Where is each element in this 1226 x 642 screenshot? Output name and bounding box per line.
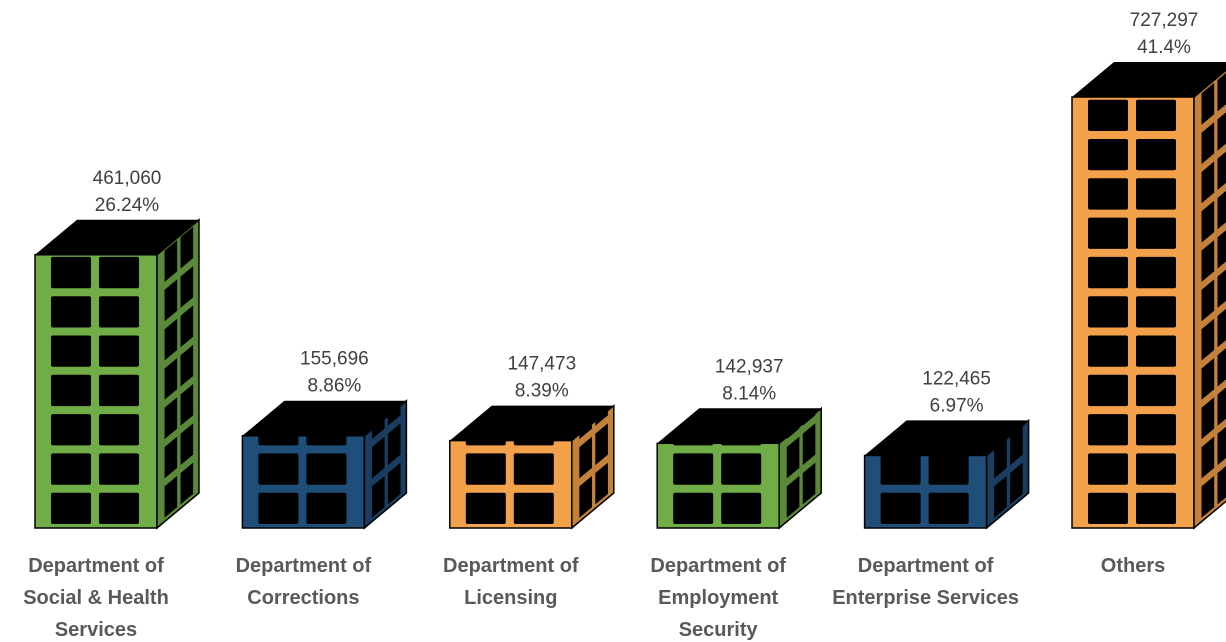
window [51,414,91,445]
window [1136,218,1176,249]
window [929,493,969,524]
bar [865,420,1029,528]
bar [450,406,614,528]
window [1088,139,1128,170]
value-label: 122,465 [922,368,991,389]
window [51,453,91,484]
value-label: 147,473 [507,354,576,375]
category-label: Others [1038,550,1226,582]
window [721,493,761,524]
window [1136,178,1176,209]
share-label: 6.97% [930,395,984,416]
window [1136,453,1176,484]
window [1136,375,1176,406]
window [1136,493,1176,524]
window [51,296,91,327]
window [51,257,91,288]
window [466,493,506,524]
window [673,453,713,484]
window [1136,139,1176,170]
window [51,375,91,406]
window [306,453,346,484]
window [51,493,91,524]
share-label: 41.4% [1137,37,1191,58]
window [99,336,139,367]
window [1088,296,1128,327]
window [1136,414,1176,445]
share-label: 26.24% [95,195,160,216]
window [673,493,713,524]
window [466,453,506,484]
window [1136,296,1176,327]
window [1088,375,1128,406]
window [99,453,139,484]
window [99,493,139,524]
window [99,257,139,288]
window [1136,100,1176,131]
window [99,296,139,327]
window [1088,414,1128,445]
window [1088,100,1128,131]
window [1088,257,1128,288]
window [1088,178,1128,209]
window [258,493,298,524]
window [929,453,969,484]
window [514,493,554,524]
window [881,493,921,524]
value-label: 461,060 [93,168,162,189]
value-label: 155,696 [300,349,369,370]
window [1136,257,1176,288]
window [1136,336,1176,367]
share-label: 8.39% [515,381,569,402]
bar [657,408,821,528]
window [99,375,139,406]
window [881,453,921,484]
chart: 461,060 26.24% 155,696 8.86% 147,473 8.39% 142… [0,0,1226,642]
window [721,453,761,484]
bar [1072,62,1226,528]
share-label: 8.14% [722,383,776,404]
value-label: 142,937 [715,356,784,377]
bar [242,401,406,528]
category-label: Department of Social & Health Services [1,550,191,642]
value-label: 727,297 [1130,10,1199,31]
category-label: Department of Employment Security [623,550,813,642]
category-label: Department of Licensing [416,550,606,614]
category-label: Department of Enterprise Services [831,550,1021,614]
window [99,414,139,445]
window [51,336,91,367]
bar [35,220,199,528]
window [514,453,554,484]
window [1088,493,1128,524]
share-label: 8.86% [307,376,361,397]
plot: 461,060 26.24% 155,696 8.86% 147,473 8.39% 142… [0,0,1226,642]
category-label: Department of Corrections [208,550,398,614]
window [1088,453,1128,484]
window [1088,218,1128,249]
window [306,493,346,524]
window [258,453,298,484]
window [1088,336,1128,367]
